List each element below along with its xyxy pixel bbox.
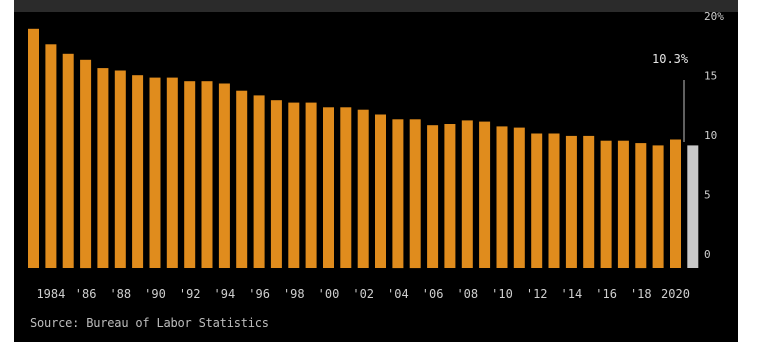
- bar-1988: [114, 70, 126, 268]
- bar-2012: [531, 133, 543, 268]
- bar-2017: [617, 140, 629, 268]
- chart-frame: 1984 '86 '88 '90 '92 '94 '96 '98 '00 '02 '04 '06 '08…: [14, 0, 738, 342]
- bar-1992: [184, 81, 196, 268]
- x-tick-label: '94: [214, 287, 236, 301]
- x-tick-label: '96: [248, 287, 270, 301]
- bar-1983: [28, 28, 39, 268]
- x-tick-label: '16: [595, 287, 617, 301]
- bar-1993: [201, 81, 213, 268]
- bar-2014: [565, 135, 577, 268]
- x-tick-label: '88: [109, 287, 131, 301]
- bar-2004: [392, 119, 404, 269]
- bar-2018: [635, 143, 647, 269]
- bar-2011: [513, 127, 525, 268]
- x-tick-label: '08: [456, 287, 478, 301]
- bar-2010: [496, 126, 508, 269]
- x-tick-label: '86: [75, 287, 97, 301]
- bar-2020: [670, 139, 681, 268]
- x-axis: 1984 '86 '88 '90 '92 '94 '96 '98 '00 '02 '04 '06 '08…: [36, 287, 690, 301]
- y-axis: 0 5 10 15 20%: [704, 10, 724, 261]
- x-tick-label: '92: [179, 287, 201, 301]
- bar-2000: [323, 107, 334, 268]
- bars-group: [28, 28, 699, 269]
- x-tick-label: '90: [144, 287, 166, 301]
- bar-1996: [253, 95, 265, 269]
- bar-1984: [45, 44, 57, 268]
- bar-2021: [687, 145, 699, 268]
- y-tick-label: 20%: [704, 10, 724, 23]
- x-tick-label: '02: [352, 287, 374, 301]
- x-tick-label: '06: [422, 287, 444, 301]
- bar-2003: [375, 114, 386, 268]
- bar-1987: [97, 68, 109, 268]
- bar-2001: [340, 107, 352, 268]
- header-band: [14, 0, 738, 12]
- bar-2013: [548, 133, 560, 268]
- bar-1986: [80, 59, 92, 269]
- bar-2015: [583, 135, 595, 268]
- bar-1985: [62, 53, 74, 268]
- bar-1991: [166, 77, 178, 268]
- bar-2007: [444, 124, 456, 268]
- x-tick-label: '04: [387, 287, 409, 301]
- bar-1990: [149, 77, 161, 268]
- x-tick-label: 2020: [661, 287, 690, 301]
- x-tick-label: '98: [283, 287, 305, 301]
- bar-2008: [461, 120, 473, 269]
- bar-1998: [288, 102, 300, 268]
- bar-1995: [236, 90, 248, 268]
- bar-2006: [427, 125, 439, 268]
- bar-2016: [600, 140, 612, 268]
- y-tick-label: 15: [704, 70, 717, 83]
- bar-2005: [409, 119, 421, 269]
- x-tick-label: 1984: [36, 287, 65, 301]
- bar-1997: [270, 100, 282, 268]
- y-tick-label: 10: [704, 129, 717, 142]
- y-tick-label: 0: [704, 248, 711, 261]
- bar-1989: [132, 75, 144, 268]
- annotation-label: 10.3%: [652, 52, 689, 66]
- bar-2009: [479, 121, 491, 268]
- source-note: Source: Bureau of Labor Statistics: [30, 316, 269, 330]
- y-tick-label: 5: [704, 189, 711, 202]
- x-tick-label: '14: [561, 287, 583, 301]
- x-tick-label: '00: [318, 287, 340, 301]
- bar-chart: 1984 '86 '88 '90 '92 '94 '96 '98 '00 '02 '04 '06 '08…: [28, 10, 724, 301]
- bar-1994: [218, 83, 230, 268]
- x-tick-label: '10: [491, 287, 513, 301]
- x-tick-label: '12: [526, 287, 548, 301]
- x-tick-label: '18: [630, 287, 652, 301]
- bar-2019: [652, 145, 664, 268]
- bar-2002: [357, 109, 369, 268]
- bar-1999: [305, 102, 317, 268]
